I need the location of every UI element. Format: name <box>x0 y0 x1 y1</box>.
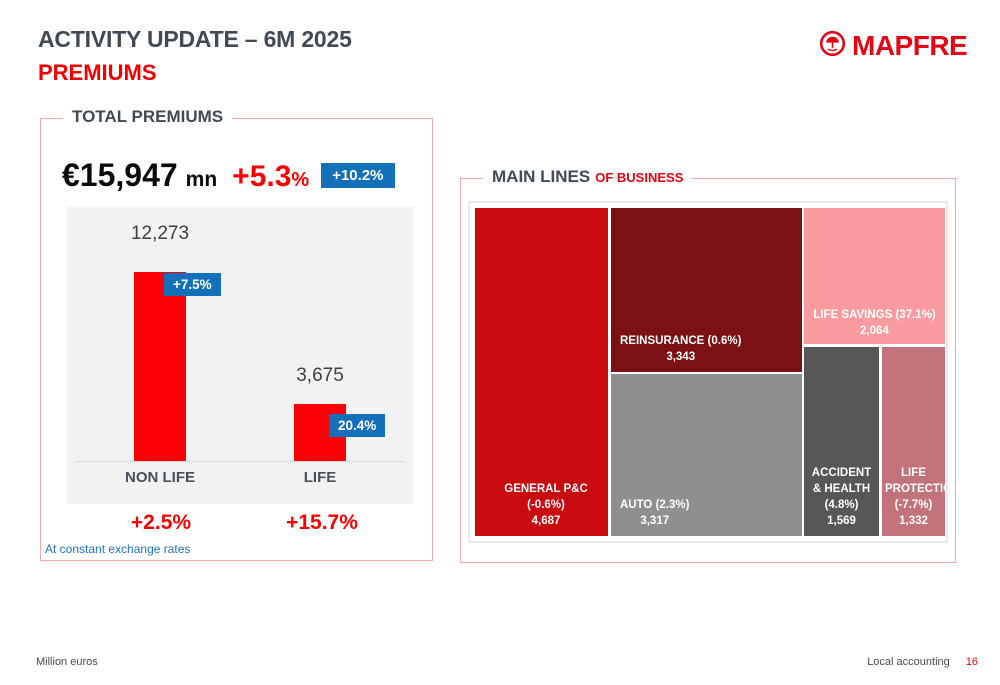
cell-value-auto: 3,317 <box>640 514 670 527</box>
constant-fx-growth-life: +15.7% <box>286 511 358 534</box>
x-axis-line <box>75 461 405 462</box>
footer-right: Local accounting 16 <box>867 656 978 668</box>
bar-value-life: 3,675 <box>296 365 344 386</box>
footer-accounting-note: Local accounting <box>867 656 950 668</box>
treemap-label: REINSURANCE (0.6%) 3,343 <box>620 333 741 365</box>
mapfre-umbrella-icon <box>819 30 846 62</box>
treemap-cell-life-savings: LIFE SAVINGS (37.1%) 2,064 <box>804 208 945 344</box>
main-lines-title-main: MAIN LINES <box>492 167 591 186</box>
bar-badge-life: 20.4% <box>329 414 386 437</box>
total-constant-fx-badge: +10.2% <box>321 163 395 188</box>
page-subtitle: PREMIUMS <box>38 60 157 85</box>
treemap-cell-accident-health: ACCIDENT & HEALTH (4.8%) 1,569 <box>804 347 879 536</box>
cell-name-general-pc: GENERAL P&C (-0.6%) <box>504 482 588 511</box>
treemap-panel: GENERAL P&C (-0.6%) 4,687 REINSURANCE (0… <box>468 201 948 543</box>
main-lines-panel: MAIN LINES OF BUSINESS GENERAL P&C (-0.6%… <box>460 167 956 563</box>
footer-units-note: Million euros <box>36 656 98 668</box>
mapfre-logo: MAPFRE <box>819 30 968 62</box>
bar-badge-nonlife: +7.5% <box>164 273 221 296</box>
treemap: GENERAL P&C (-0.6%) 4,687 REINSURANCE (0… <box>475 208 945 536</box>
cell-name-life-savings: LIFE SAVINGS (37.1%) <box>813 308 936 321</box>
total-growth-percent-sign: % <box>291 169 310 191</box>
bar-chart: 12,273 +7.5% 3,675 20.4% NON LIFE LIFE <box>67 207 413 504</box>
bar-nonlife <box>134 272 186 461</box>
x-label-nonlife: NON LIFE <box>125 469 195 486</box>
treemap-label: ACCIDENT & HEALTH (4.8%) 1,569 <box>804 465 879 529</box>
total-premiums-title: TOTAL PREMIUMS <box>63 107 233 127</box>
cell-value-accident-health: 1,569 <box>827 514 856 527</box>
mapfre-logo-text: MAPFRE <box>852 30 968 61</box>
bar-value-nonlife: 12,273 <box>130 223 190 244</box>
cell-name-auto: AUTO (2.3%) <box>620 498 690 511</box>
page-title: ACTIVITY UPDATE – 6M 2025 <box>38 26 352 52</box>
cell-name-accident-health: ACCIDENT & HEALTH (4.8%) <box>811 466 872 511</box>
cell-value-general-pc: 4,687 <box>531 514 561 527</box>
cell-value-life-savings: 2,064 <box>860 324 889 337</box>
total-growth: +5.3 <box>232 160 292 193</box>
total-premiums-headline: €15,947 mn +5.3 % +10.2% <box>62 157 395 194</box>
treemap-cell-auto: AUTO (2.3%) 3,317 <box>611 374 802 536</box>
cell-value-life-protection: 1,332 <box>899 514 928 527</box>
treemap-cell-reinsurance: REINSURANCE (0.6%) 3,343 <box>611 208 802 372</box>
cell-value-reinsurance: 3,343 <box>666 350 696 363</box>
constant-fx-footnote: At constant exchange rates <box>45 542 191 556</box>
cell-name-life-protection: LIFE PROTECTION (-7.7%) <box>885 466 945 511</box>
cell-name-reinsurance: REINSURANCE (0.6%) <box>620 334 742 347</box>
main-lines-title: MAIN LINES OF BUSINESS <box>483 167 693 187</box>
treemap-label: LIFE SAVINGS (37.1%) 2,064 <box>804 307 945 339</box>
treemap-label: AUTO (2.3%) 3,317 <box>620 497 689 529</box>
total-amount: €15,947 <box>62 157 178 193</box>
constant-fx-growth-nonlife: +2.5% <box>130 511 192 534</box>
main-lines-title-accent: OF BUSINESS <box>595 170 684 185</box>
total-premiums-panel: TOTAL PREMIUMS €15,947 mn +5.3 % +10.2% … <box>40 107 433 561</box>
page-number: 16 <box>965 656 978 668</box>
treemap-cell-general-pc: GENERAL P&C (-0.6%) 4,687 <box>475 208 608 536</box>
treemap-label: GENERAL P&C (-0.6%) 4,687 <box>484 481 608 529</box>
total-amount-unit: mn <box>185 168 218 191</box>
x-label-life: LIFE <box>303 469 337 486</box>
treemap-cell-life-protection: LIFE PROTECTION (-7.7%) 1,332 <box>882 347 945 536</box>
treemap-label: LIFE PROTECTION (-7.7%) 1,332 <box>882 465 945 529</box>
